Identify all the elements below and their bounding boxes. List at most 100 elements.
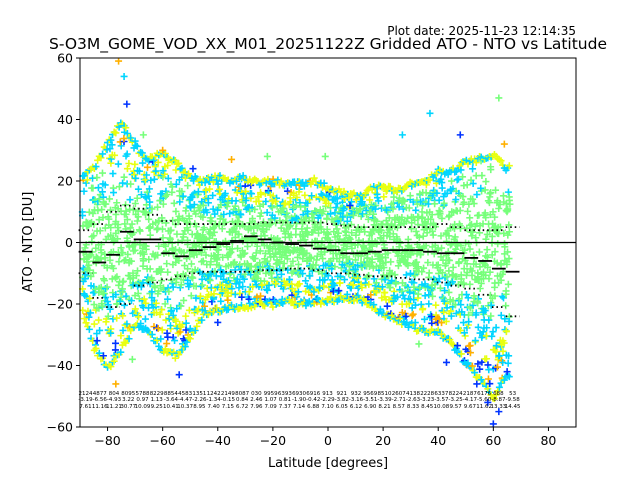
outlier-point [123,100,131,108]
density-point [368,258,376,266]
density-point [224,296,232,304]
stat-mean: 3.22 [122,397,134,403]
stat-sigma: 6.88 [307,404,320,410]
outlier-point [484,398,492,406]
stat-count: 030 [251,391,262,397]
density-point [429,292,437,300]
density-point [455,295,463,303]
density-point [366,196,374,204]
density-point [224,199,232,207]
stat-sigma: 11.21 [106,404,122,410]
density-point [236,278,244,286]
density-point [198,316,206,324]
density-point [482,214,490,222]
density-point [165,288,173,296]
density-point [395,203,403,211]
density-point [209,191,217,199]
density-point [469,180,477,188]
density-point [438,293,446,301]
density-point [402,217,410,225]
density-point [400,256,408,264]
outlier-point [473,380,481,388]
density-point [299,255,307,263]
density-point [424,259,432,267]
density-point [319,255,327,263]
density-point [211,210,219,218]
density-point [176,198,184,206]
density-point [101,181,109,189]
density-point [123,320,131,328]
density-point [253,242,261,250]
density-point [415,233,423,241]
density-point [419,325,427,333]
density-point [263,226,271,234]
density-point [492,391,500,399]
stat-count: 8510 [377,391,391,397]
density-point [361,228,369,236]
density-point [110,189,118,197]
outlier-point [500,140,508,148]
density-point [405,300,413,308]
stat-sigma: 8.95 [193,404,206,410]
density-point [227,289,235,297]
density-point [90,320,98,328]
density-point [214,206,222,214]
outlier-point [159,146,167,154]
density-point [370,275,378,283]
density-point [117,142,125,150]
density-point [504,206,512,214]
density-point [109,170,117,178]
density-point [203,208,211,216]
density-point [241,249,249,257]
density-point [83,176,91,184]
density-point [299,232,307,240]
density-point [295,280,303,288]
density-point [321,248,329,256]
density-point [438,244,446,252]
density-point [474,360,482,368]
density-point [404,242,412,250]
density-point [265,281,273,289]
density-point [98,302,106,310]
density-point [138,149,146,157]
density-point [119,326,127,334]
density-point [158,306,166,314]
density-point [341,276,349,284]
outlier-point [120,72,128,80]
y-axis: −60 −40 −20 0 20 40 60 [47,51,80,435]
density-point [246,267,254,275]
density-point [164,268,172,276]
stat-mean: 0.81 [279,397,291,403]
density-point [349,281,357,289]
density-point [477,376,485,384]
density-point [434,261,442,269]
density-point [127,257,135,265]
density-point [289,257,297,265]
density-point [148,205,156,213]
density-point [234,230,242,238]
density-point [161,170,169,178]
density-point [363,254,371,262]
density-point [163,260,171,268]
stat-mean: 2.46 [250,397,263,403]
density-point [108,275,116,283]
density-point [172,180,180,188]
density-point [196,292,204,300]
stat-count: 8095 [121,391,135,397]
stat-count: 4877 [93,391,107,397]
density-point [366,208,374,216]
density-point [500,339,508,347]
density-point [145,255,153,263]
stat-count: 1351 [192,391,206,397]
density-point [90,232,98,240]
density-point [402,312,410,320]
density-point [272,249,280,257]
density-point [257,209,265,217]
density-point [425,291,433,299]
density-point [352,256,360,264]
density-point [376,305,384,313]
density-point [257,292,265,300]
density-point [472,159,480,167]
density-point [267,270,275,278]
density-point [168,239,176,247]
